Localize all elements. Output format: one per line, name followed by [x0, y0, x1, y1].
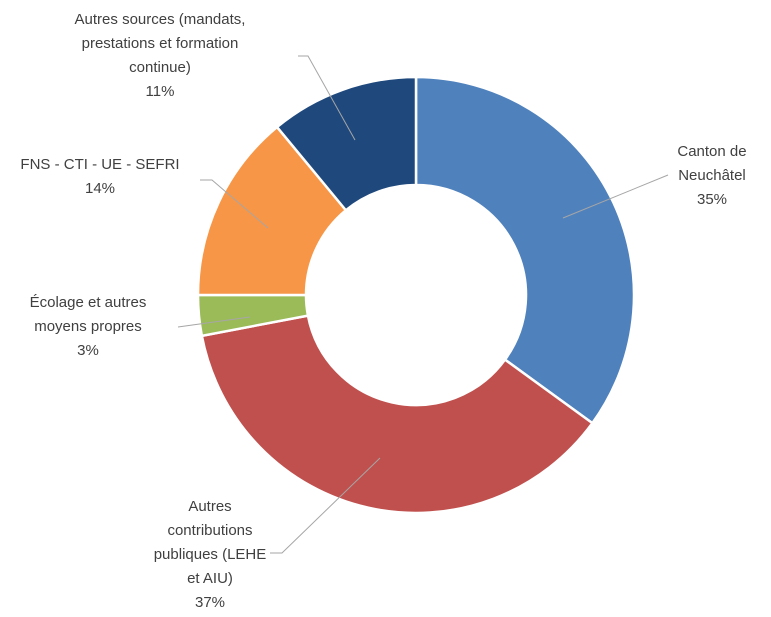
donut-slice: [200, 314, 595, 515]
donut-slice: [275, 75, 418, 213]
value-label: 37%: [195, 594, 225, 611]
value-label: 11%: [146, 83, 175, 100]
slice-label: Autres contributions publiques (LEHE et AIU…: [154, 498, 267, 587]
leader-line: [270, 457, 381, 554]
slice-label: FNS - CTI - UE - SEFRI: [20, 156, 179, 173]
leader-line: [200, 179, 269, 229]
leader-line: [562, 174, 669, 219]
value-label: 3%: [77, 342, 99, 359]
slice-label: Canton de Neuchâtel: [677, 143, 746, 184]
leader-line: [177, 316, 251, 328]
value-label: 14%: [85, 180, 115, 197]
value-label: 35%: [697, 191, 727, 208]
slice-label: Écolage et autres moyens propres: [30, 294, 147, 335]
donut-slice: [414, 75, 636, 425]
leader-line: [298, 55, 356, 141]
slice-label: Autres sources (mandats, prestations et f…: [75, 11, 246, 76]
